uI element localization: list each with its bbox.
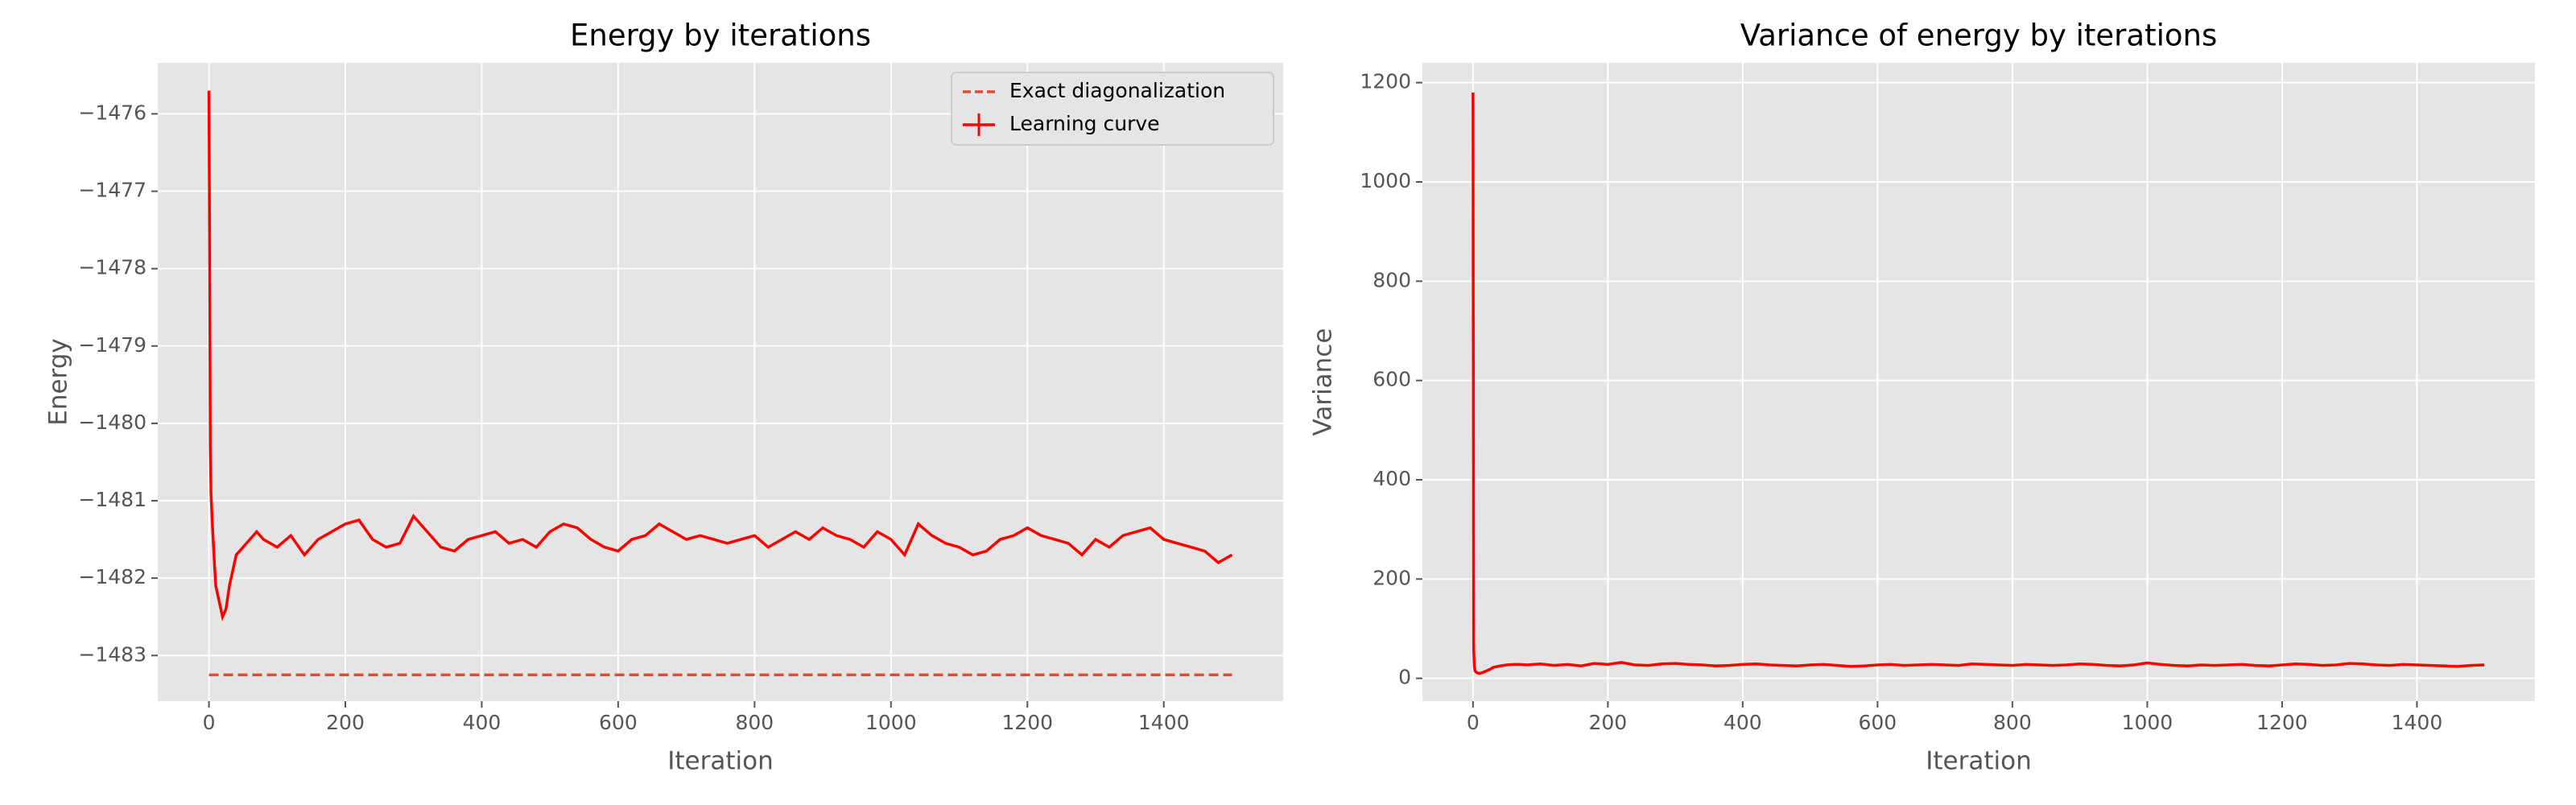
y-tick-label: 800	[1373, 268, 1411, 291]
x-axis-label: Iteration	[1926, 747, 2032, 776]
y-tick-label: −1478	[78, 256, 147, 279]
x-tick-label: 1000	[865, 711, 917, 734]
x-tick-label: 0	[203, 711, 216, 734]
y-tick-label: −1482	[78, 565, 147, 588]
y-tick-label: −1483	[78, 642, 147, 666]
y-tick-label: −1481	[78, 488, 147, 511]
x-tick-label: 1200	[1001, 711, 1053, 734]
legend-box	[951, 72, 1274, 146]
y-tick-label: −1479	[78, 333, 147, 357]
y-tick-label: 200	[1373, 566, 1411, 589]
y-tick-label: 600	[1373, 368, 1411, 391]
series-line	[1472, 92, 2485, 675]
legend-label: Learning curve	[1009, 112, 1160, 135]
x-tick-label: 200	[1588, 711, 1627, 734]
y-tick-label: −1480	[78, 411, 147, 434]
chart-title: Energy by iterations	[570, 19, 871, 53]
x-tick-label: 1200	[2256, 711, 2308, 734]
plot-background	[1422, 63, 2535, 701]
x-tick-label: 400	[1724, 711, 1762, 734]
legend-label: Exact diagonalization	[1009, 79, 1225, 102]
y-tick-label: −1477	[78, 179, 147, 202]
x-tick-label: 1400	[2392, 711, 2443, 734]
x-tick-label: 800	[736, 711, 774, 734]
x-tick-label: 1400	[1138, 711, 1190, 734]
x-axis-label: Iteration	[667, 747, 774, 776]
plot-background	[158, 63, 1283, 701]
y-tick-label: 400	[1373, 467, 1411, 490]
x-tick-label: 200	[326, 711, 365, 734]
series-line	[207, 90, 1233, 621]
y-tick-label: 1200	[1360, 70, 1411, 93]
chart-title: Variance of energy by iterations	[1740, 19, 2217, 53]
x-tick-label: 800	[1993, 711, 2032, 734]
y-tick-label: −1476	[78, 101, 147, 124]
x-tick-label: 0	[1467, 711, 1480, 734]
legend: Exact diagonalization Learning curve	[951, 72, 1274, 146]
y-axis-label: Energy	[44, 338, 73, 426]
x-tick-label: 400	[463, 711, 502, 734]
x-tick-label: 600	[599, 711, 638, 734]
x-tick-label: 600	[1859, 711, 1897, 734]
y-tick-label: 1000	[1360, 169, 1411, 192]
y-tick-label: 0	[1398, 666, 1411, 689]
chart-panel: 0 200 400 600 800 1000 1200 0 200 400 600 800 1000 12…	[1309, 19, 2535, 776]
chart-panel: −1476 −1477 −1478 −1479 −1480 −1481 −1482 −1483…	[44, 19, 1283, 776]
x-tick-label: 1000	[2122, 711, 2174, 734]
y-axis-label: Variance	[1309, 328, 1338, 436]
